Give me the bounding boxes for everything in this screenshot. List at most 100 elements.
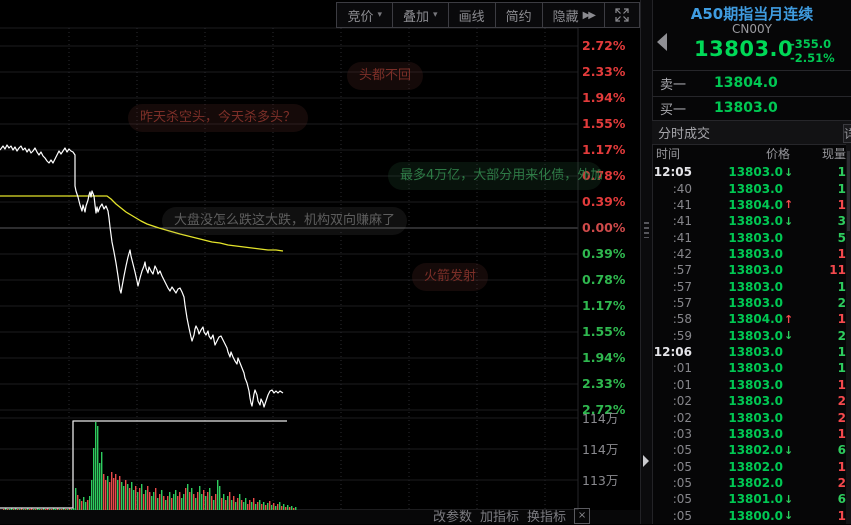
- tape-scrollbar-thumb[interactable]: [847, 151, 850, 231]
- tape-row[interactable]: :41 13803.0 ↓ 3: [652, 213, 851, 229]
- tape-row[interactable]: 12:05 13803.0 ↓ 1: [652, 164, 851, 180]
- tape-time: :01: [672, 377, 692, 392]
- volume-bar: [231, 500, 233, 510]
- ask1-price: 13804.0: [714, 75, 778, 91]
- last-price: 13803.0: [694, 37, 794, 61]
- volume-bar: [197, 492, 199, 510]
- tape-price: 13803.0: [728, 426, 783, 441]
- volume-bar: [195, 498, 197, 510]
- tape-row[interactable]: :57 13803.0 2: [652, 295, 851, 311]
- toolbar-button-label: 画线: [458, 9, 485, 25]
- tape-row[interactable]: :01 13803.0 1: [652, 360, 851, 376]
- price-down-arrow-icon: ↓: [784, 214, 794, 228]
- tape-detail-button[interactable]: 详: [843, 124, 851, 143]
- volume-bar: [239, 494, 241, 510]
- tape-volume: 1: [837, 312, 846, 327]
- tape-row[interactable]: :41 13804.0 ↑ 1: [652, 197, 851, 213]
- tape-row[interactable]: :05 13802.0 2: [652, 475, 851, 491]
- volume-bar: [35, 509, 37, 510]
- volume-bar: [15, 508, 17, 510]
- tape-time: 12:06: [653, 345, 692, 360]
- volume-bar: [81, 501, 83, 510]
- close-indicator-icon[interactable]: ×: [574, 507, 591, 524]
- tape-row[interactable]: :42 13803.0 1: [652, 246, 851, 262]
- tape-row[interactable]: :01 13803.0 1: [652, 377, 851, 393]
- percent-axis-label: 2.72%: [582, 402, 626, 417]
- tape-row[interactable]: :02 13803.0 2: [652, 409, 851, 425]
- tape-row[interactable]: :02 13803.0 2: [652, 393, 851, 409]
- price-down-arrow-icon: ↓: [784, 443, 794, 457]
- toolbar-button-叠加[interactable]: 叠加 ▾: [393, 3, 449, 27]
- indicator-toolbar: 改参数 加指标 换指标 ×: [0, 507, 640, 525]
- panel-splitter[interactable]: [641, 0, 653, 524]
- tape-volume: 2: [837, 394, 846, 409]
- volume-bar: [257, 502, 259, 510]
- volume-bar: [221, 498, 223, 510]
- volume-bar: [215, 494, 217, 510]
- volume-bar: [265, 505, 267, 510]
- bottom-tool-改参数[interactable]: 改参数: [433, 510, 473, 525]
- toolbar-button-label: 竞价: [347, 9, 374, 25]
- splitter-arrow-icon[interactable]: [643, 455, 649, 467]
- tape-row[interactable]: :05 13800.0 ↓ 1: [652, 508, 851, 524]
- price-line: [0, 144, 284, 408]
- volume-bar: [83, 497, 85, 510]
- percent-axis-label: 0.00%: [582, 220, 626, 235]
- volume-bar: [147, 486, 149, 510]
- tape-volume: 1: [837, 197, 846, 212]
- tape-volume: 2: [837, 328, 846, 343]
- ask1-row[interactable]: 卖一 13804.0: [652, 70, 851, 96]
- tape-tab[interactable]: 分时成交 详: [652, 120, 851, 145]
- bottom-tool-换指标[interactable]: 换指标: [527, 510, 567, 525]
- toolbar-button-label: 简约: [505, 9, 532, 25]
- toolbar-button-隐藏[interactable]: 隐藏 ▶▶: [543, 3, 605, 27]
- tape-row[interactable]: :57 13803.0 1: [652, 279, 851, 295]
- volume-bar: [141, 484, 143, 510]
- expand-chart-button[interactable]: [605, 3, 639, 27]
- volume-bar: [183, 494, 185, 510]
- splitter-grip-icon[interactable]: [644, 222, 649, 238]
- volume-bar: [235, 502, 237, 510]
- tape-row[interactable]: :03 13803.0 1: [652, 426, 851, 442]
- tape-time: :59: [672, 328, 692, 343]
- tape-row[interactable]: :57 13803.0 11: [652, 262, 851, 278]
- tape-price: 13802.0: [728, 443, 783, 458]
- toolbar-button-竞价[interactable]: 竞价 ▾: [337, 3, 394, 27]
- volume-bar: [249, 500, 251, 510]
- tape-row[interactable]: :05 13802.0 ↓ 6: [652, 442, 851, 458]
- percent-axis-label: 0.39%: [582, 246, 626, 261]
- tape-row[interactable]: :05 13801.0 ↓ 6: [652, 491, 851, 507]
- volume-bar: [5, 508, 7, 510]
- volume-bar: [277, 504, 279, 510]
- tape-time: :02: [672, 410, 692, 425]
- bid1-label: 买一: [660, 102, 687, 118]
- tape-row[interactable]: :41 13803.0 5: [652, 229, 851, 245]
- volume-bar: [243, 502, 245, 510]
- volume-bar: [111, 472, 113, 510]
- toolbar-button-简约[interactable]: 简约: [496, 3, 543, 27]
- tape-row[interactable]: :40 13803.0 1: [652, 180, 851, 196]
- volume-bar: [211, 496, 213, 510]
- tape-row[interactable]: 12:06 13803.0 1: [652, 344, 851, 360]
- tape-row[interactable]: :05 13802.0 1: [652, 458, 851, 474]
- collapse-panel-icon[interactable]: [657, 33, 667, 51]
- volume-bar: [135, 486, 137, 510]
- volume-bar: [163, 496, 165, 510]
- tape-volume: 1: [837, 377, 846, 392]
- volume-bar: [123, 486, 125, 510]
- tape-row[interactable]: :59 13803.0 ↓ 2: [652, 328, 851, 344]
- volume-bar: [33, 509, 35, 510]
- intraday-chart-area[interactable]: 2.72% 2.33% 1.94% 1.55% 1.17% 0.78% 0.39% 0.00%…: [0, 0, 640, 524]
- tape-row[interactable]: :58 13804.0 ↑ 1: [652, 311, 851, 327]
- bid1-row[interactable]: 买一 13803.0: [652, 96, 851, 120]
- bottom-tool-加指标[interactable]: 加指标: [480, 510, 520, 525]
- tape-price: 13803.0: [728, 394, 783, 409]
- volume-bar: [7, 509, 9, 510]
- volume-bar: [133, 490, 135, 510]
- tape-time: :41: [672, 197, 692, 212]
- volume-bar: [67, 509, 69, 510]
- intraday-chart-canvas[interactable]: 2.72% 2.33% 1.94% 1.55% 1.17% 0.78% 0.39% 0.00%…: [0, 0, 640, 524]
- toolbar-button-画线[interactable]: 画线: [449, 3, 496, 27]
- tape-scrollbar[interactable]: [846, 143, 851, 524]
- volume-bar: [85, 502, 87, 510]
